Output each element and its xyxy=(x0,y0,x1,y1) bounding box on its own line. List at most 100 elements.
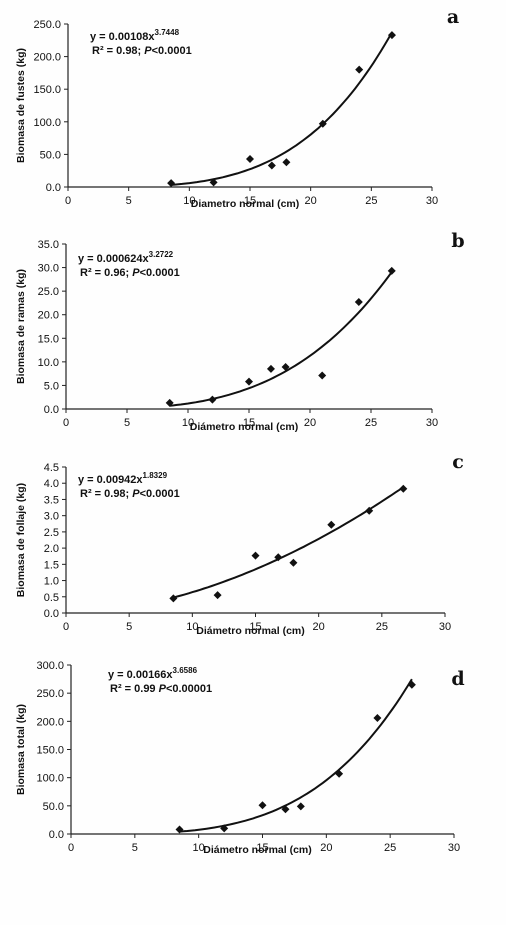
y-tick-label: 1.5 xyxy=(44,559,59,571)
y-tick-label: 0.5 xyxy=(44,592,59,604)
y-tick-label: 4.0 xyxy=(44,478,59,490)
data-point xyxy=(267,161,276,170)
data-point xyxy=(169,594,178,603)
data-point xyxy=(335,769,344,778)
x-tick-label: 15 xyxy=(244,195,256,207)
y-tick-label: 30.0 xyxy=(38,263,59,275)
fit-r2: R² = 0.98; P<0.0001 xyxy=(80,488,180,500)
x-tick-label: 30 xyxy=(426,195,438,207)
x-tick-label: 10 xyxy=(193,842,205,854)
x-tick-label: 10 xyxy=(182,417,194,429)
fit-equation: y = 0.000624x3.2722 xyxy=(78,250,174,265)
x-tick-label: 5 xyxy=(124,417,130,429)
y-tick-label: 2.5 xyxy=(44,527,59,539)
y-tick-label: 10.0 xyxy=(38,357,59,369)
y-tick-label: 100.0 xyxy=(36,773,64,785)
y-tick-label: 100.0 xyxy=(33,117,61,129)
y-tick-label: 0.0 xyxy=(49,829,64,841)
fit-equation: y = 0.00108x3.7448 xyxy=(90,28,180,43)
data-point xyxy=(296,802,305,811)
x-tick-label: 15 xyxy=(249,621,261,633)
y-axis-label: Biomasa total (kg) xyxy=(15,704,27,795)
x-tick-label: 5 xyxy=(126,621,132,633)
data-point xyxy=(175,825,184,834)
y-tick-label: 250.0 xyxy=(36,688,64,700)
data-point xyxy=(281,363,290,372)
x-tick-label: 15 xyxy=(243,417,255,429)
y-tick-label: 200.0 xyxy=(33,52,61,64)
x-tick-label: 30 xyxy=(448,842,460,854)
y-tick-label: 0.0 xyxy=(46,182,61,194)
panel-letter: b xyxy=(451,230,464,252)
y-tick-label: 35.0 xyxy=(38,239,59,251)
x-tick-label: 20 xyxy=(305,195,317,207)
data-point xyxy=(165,398,174,407)
data-point xyxy=(251,551,260,560)
y-tick-label: 50.0 xyxy=(43,801,64,813)
x-tick-label: 15 xyxy=(256,842,268,854)
data-point xyxy=(209,178,218,187)
x-axis-label: Diametro normal (cm) xyxy=(191,198,300,210)
x-tick-label: 0 xyxy=(63,417,69,429)
y-tick-label: 5.0 xyxy=(44,380,59,392)
chart-panel-d: 0.0 50.0 100.0 150.0 200.0 250.0 300.0 0 5 10 15 20… xyxy=(15,660,465,856)
y-tick-label: 0.0 xyxy=(44,608,59,620)
fit-r2: R² = 0.98; P<0.0001 xyxy=(92,45,192,57)
x-axis-label: Diámetro normal (cm) xyxy=(203,844,312,856)
x-axis-label: Diámetro normal (cm) xyxy=(196,625,305,637)
x-tick-label: 25 xyxy=(365,195,377,207)
y-axis-label: Biomasa de follaje (kg) xyxy=(15,483,27,597)
fit-r2: R² = 0.99 P<0.00001 xyxy=(110,683,212,695)
data-point xyxy=(208,395,217,404)
data-point xyxy=(220,824,229,833)
data-point xyxy=(167,179,176,188)
x-tick-label: 5 xyxy=(132,842,138,854)
y-tick-label: 150.0 xyxy=(36,745,64,757)
fit-curve xyxy=(173,486,404,599)
data-point xyxy=(289,558,298,567)
fit-equation: y = 0.00942x1.8329 xyxy=(78,471,168,486)
y-tick-label: 3.5 xyxy=(44,494,59,506)
x-tick-label: 30 xyxy=(439,621,451,633)
chart-panel-b: 0.0 5.0 10.0 15.0 20.0 25.0 30.0 35.0 0 5 10 15 20 25… xyxy=(15,230,465,433)
fit-curve xyxy=(179,678,413,833)
data-point xyxy=(318,371,327,380)
y-tick-label: 200.0 xyxy=(36,716,64,728)
data-point xyxy=(318,119,327,128)
data-point xyxy=(281,805,290,814)
x-axis-label: Diámetro normal (cm) xyxy=(190,421,299,433)
data-point xyxy=(387,266,396,275)
data-point xyxy=(407,680,416,689)
x-tick-label: 0 xyxy=(65,195,71,207)
data-point xyxy=(399,484,408,493)
data-point xyxy=(373,713,382,722)
data-point xyxy=(274,553,283,562)
x-tick-label: 25 xyxy=(376,621,388,633)
data-point xyxy=(266,364,275,373)
y-tick-label: 300.0 xyxy=(36,660,64,672)
x-tick-label: 20 xyxy=(313,621,325,633)
data-point xyxy=(213,591,222,600)
panel-letter: d xyxy=(451,668,464,690)
x-tick-label: 30 xyxy=(426,417,438,429)
x-tick-label: 0 xyxy=(63,621,69,633)
y-tick-label: 25.0 xyxy=(38,286,59,298)
fit-curve xyxy=(169,271,393,407)
y-tick-label: 15.0 xyxy=(38,333,59,345)
x-tick-label: 0 xyxy=(68,842,74,854)
y-tick-label: 150.0 xyxy=(33,84,61,96)
data-point xyxy=(355,65,364,74)
panel-letter: a xyxy=(447,6,459,28)
x-tick-label: 10 xyxy=(186,621,198,633)
y-axis-label: Biomasa de fustes (kg) xyxy=(15,48,27,163)
y-axis-label: Biomasa de ramas (kg) xyxy=(15,269,27,384)
fit-equation: y = 0.00166x3.6586 xyxy=(108,666,198,681)
y-tick-label: 3.0 xyxy=(44,511,59,523)
fit-curve xyxy=(171,31,393,186)
data-point xyxy=(258,801,267,810)
y-tick-label: 2.0 xyxy=(44,543,59,555)
data-point xyxy=(282,158,291,167)
x-tick-label: 20 xyxy=(320,842,332,854)
chart-panel-a: 0.0 50.0 100.0 150.0 200.0 250.0 0 5 10 15 20 25 30 D… xyxy=(15,6,459,210)
y-tick-label: 4.5 xyxy=(44,462,59,474)
